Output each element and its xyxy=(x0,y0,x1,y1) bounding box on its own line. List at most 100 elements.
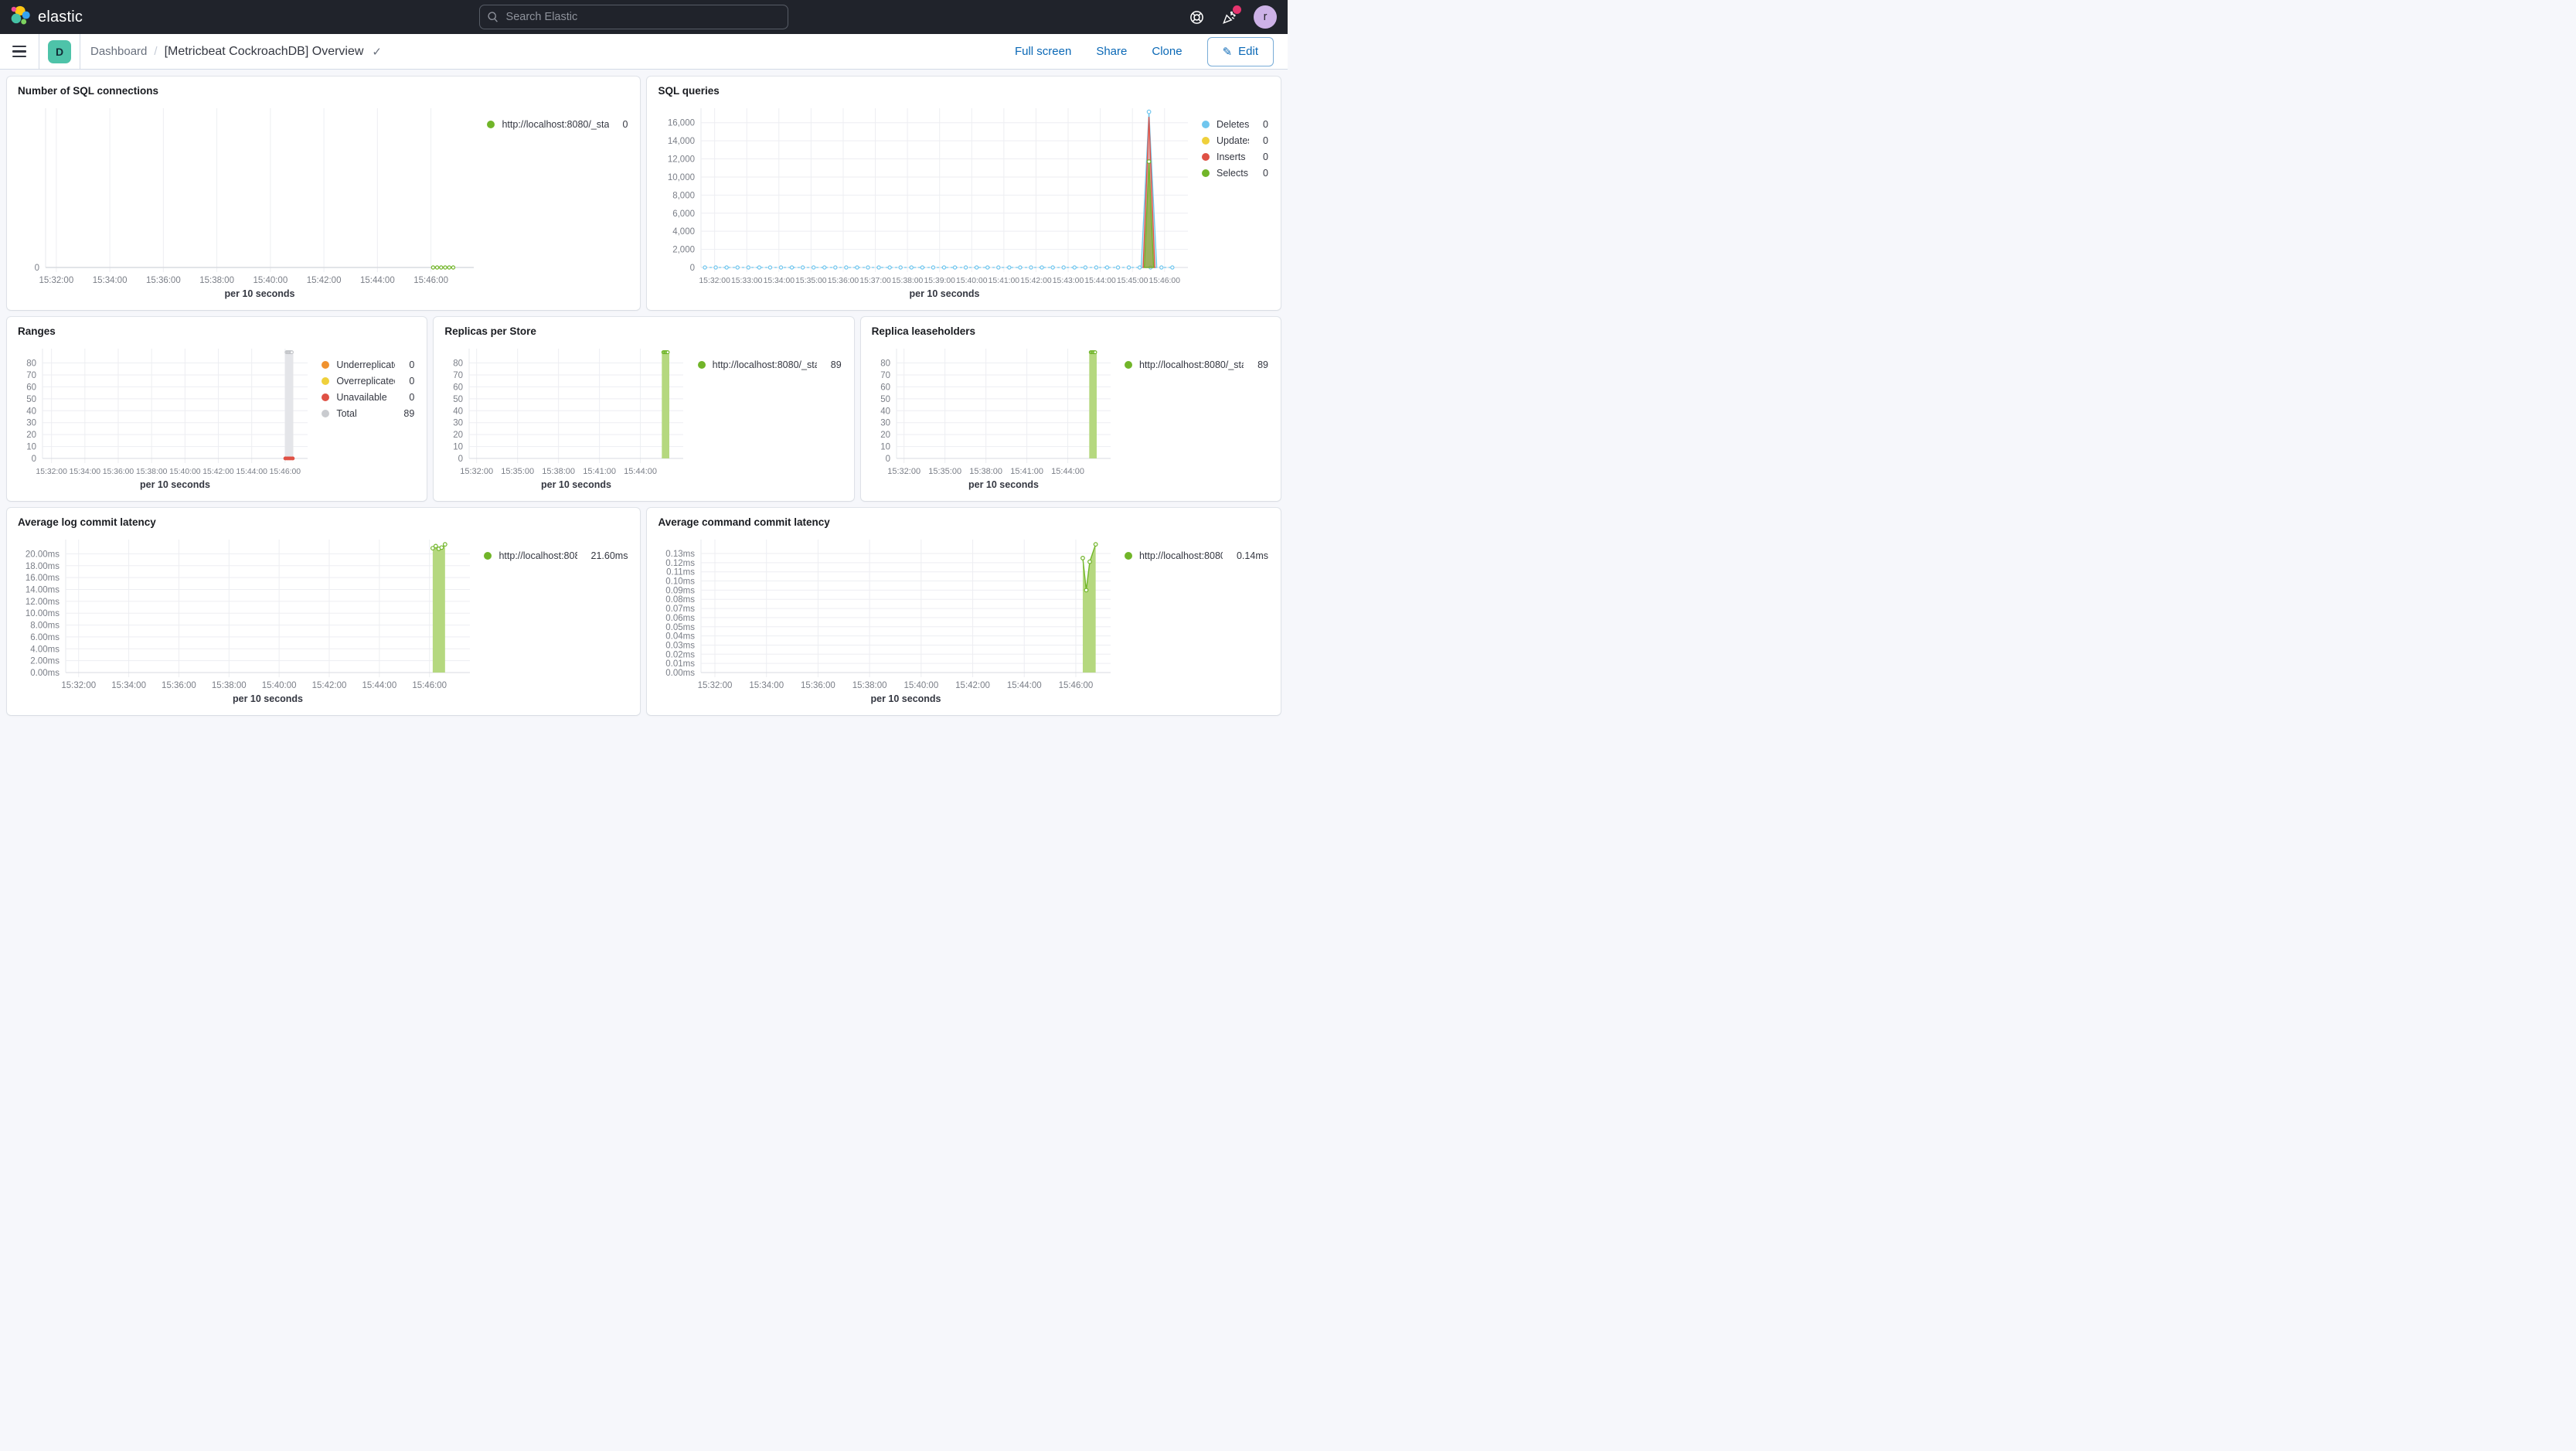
svg-text:40: 40 xyxy=(880,407,890,416)
svg-text:0.02ms: 0.02ms xyxy=(666,650,696,659)
svg-text:6.00ms: 6.00ms xyxy=(30,633,60,642)
legend-dot-icon xyxy=(1201,169,1210,177)
svg-text:0.06ms: 0.06ms xyxy=(666,614,696,623)
legend-item[interactable]: Updates 0 xyxy=(1201,135,1268,146)
svg-text:15:35:00: 15:35:00 xyxy=(928,467,961,476)
svg-text:15:36:00: 15:36:00 xyxy=(103,468,134,476)
check-icon[interactable]: ✓ xyxy=(372,45,382,59)
svg-text:16,000: 16,000 xyxy=(668,119,695,128)
breadcrumb-dashboard-link[interactable]: Dashboard xyxy=(90,45,148,58)
chart-area[interactable]: 0 10 20 30 40 50 60 70 80 15:32:00 15:35:00 15:38:0… xyxy=(872,341,1118,494)
svg-text:15:40:00: 15:40:00 xyxy=(262,681,297,690)
chart-area[interactable]: 0 2,000 4,000 6,000 8,000 10,000 12,000 14,000 1… xyxy=(658,100,1196,303)
legend-value: 0 xyxy=(409,359,415,370)
svg-text:80: 80 xyxy=(880,359,890,369)
svg-text:15:32:00: 15:32:00 xyxy=(36,468,67,476)
user-avatar[interactable]: r xyxy=(1254,5,1277,29)
svg-text:50: 50 xyxy=(880,395,890,404)
svg-text:15:36:00: 15:36:00 xyxy=(146,276,181,285)
svg-text:15:44:00: 15:44:00 xyxy=(1007,681,1042,690)
search-input[interactable] xyxy=(478,5,788,29)
legend-item[interactable]: Inserts 0 xyxy=(1201,152,1268,162)
chart-legend: http://localhost:808... 21.60ms xyxy=(478,532,629,708)
space-badge[interactable]: D xyxy=(48,39,71,63)
svg-text:per 10 seconds: per 10 seconds xyxy=(910,288,980,299)
svg-text:0.03ms: 0.03ms xyxy=(666,641,696,650)
edit-button[interactable]: ✎ Edit xyxy=(1206,36,1274,66)
legend-item[interactable]: http://localhost:8080/_stat... 0 xyxy=(487,119,628,130)
legend-label: http://localhost:8080... xyxy=(1138,550,1223,561)
legend-dot-icon xyxy=(322,377,330,385)
chart-area[interactable]: 0.00ms 2.00ms 4.00ms 6.00ms 8.00ms 10.00ms 12.… xyxy=(18,532,478,708)
legend-item[interactable]: Underreplicated 0 xyxy=(322,359,414,370)
legend-label: Overreplicated xyxy=(336,376,396,387)
legend-item[interactable]: Deletes 0 xyxy=(1201,119,1268,130)
svg-text:16.00ms: 16.00ms xyxy=(26,574,60,583)
svg-text:50: 50 xyxy=(454,395,464,404)
chart-area[interactable]: 0.00ms 0.01ms 0.02ms 0.03ms 0.04ms 0.05ms 0.06… xyxy=(658,532,1118,708)
panel-sql-queries: SQL queries 0 2,000 4,000 6,000 8,000 10,000 1… xyxy=(647,77,1281,310)
svg-text:0: 0 xyxy=(32,455,36,464)
legend-item[interactable]: Overreplicated 0 xyxy=(322,376,414,387)
legend-dot-icon xyxy=(1124,552,1132,560)
svg-text:40: 40 xyxy=(454,407,464,416)
svg-text:20: 20 xyxy=(880,431,890,440)
panel-avg-log-commit-latency: Average log commit latency 0.00ms 2.00ms 4… xyxy=(7,508,641,715)
svg-text:15:40:00: 15:40:00 xyxy=(904,681,939,690)
svg-text:12.00ms: 12.00ms xyxy=(26,598,60,607)
panel-replicas-per-store: Replicas per Store 0 10 20 30 40 50 60 70 80 15:3… xyxy=(434,317,854,501)
chart-area[interactable]: 0 10 20 30 40 50 60 70 80 15:32:00 15:34:00 15:36:0… xyxy=(18,341,315,494)
clone-button[interactable]: Clone xyxy=(1152,45,1183,58)
full-screen-button[interactable]: Full screen xyxy=(1014,45,1072,58)
legend-value: 0 xyxy=(622,119,628,130)
svg-text:0.00ms: 0.00ms xyxy=(666,669,696,678)
legend-label: Underreplicated xyxy=(336,359,395,370)
help-icon[interactable] xyxy=(1189,9,1204,25)
svg-text:15:44:00: 15:44:00 xyxy=(1085,277,1117,285)
legend-item[interactable]: http://localhost:8080... 0.14ms xyxy=(1124,550,1268,561)
svg-text:18.00ms: 18.00ms xyxy=(26,562,60,571)
svg-text:20.00ms: 20.00ms xyxy=(26,550,60,559)
svg-text:15:35:00: 15:35:00 xyxy=(796,277,828,285)
legend-item[interactable]: http://localhost:808... 21.60ms xyxy=(484,550,628,561)
menu-button[interactable] xyxy=(0,34,39,69)
logo-wordmark: elastic xyxy=(38,8,83,26)
svg-text:15:40:00: 15:40:00 xyxy=(957,277,989,285)
svg-text:per 10 seconds: per 10 seconds xyxy=(224,288,294,299)
svg-text:0.08ms: 0.08ms xyxy=(666,595,696,605)
svg-text:15:36:00: 15:36:00 xyxy=(162,681,196,690)
chart-area[interactable]: 0 15:32:00 15:34:00 15:36:00 15:38:00 15:40:0… xyxy=(18,100,481,303)
chart-area[interactable]: 0 10 20 30 40 50 60 70 80 15:32:00 15:35:00 15:38:0… xyxy=(444,341,691,494)
svg-text:15:35:00: 15:35:00 xyxy=(502,467,535,476)
svg-text:15:34:00: 15:34:00 xyxy=(93,276,128,285)
svg-text:15:32:00: 15:32:00 xyxy=(698,681,733,690)
legend-item[interactable]: http://localhost:8080/_sta... 89 xyxy=(697,359,842,370)
legend-item[interactable]: Total 89 xyxy=(322,408,414,419)
panel-title-replica-leaseholders: Replica leaseholders xyxy=(871,325,975,337)
legend-item[interactable]: http://localhost:8080/_sta... 89 xyxy=(1124,359,1268,370)
svg-text:10: 10 xyxy=(454,443,464,452)
svg-text:15:33:00: 15:33:00 xyxy=(731,277,763,285)
svg-text:15:42:00: 15:42:00 xyxy=(202,468,234,476)
svg-text:40: 40 xyxy=(26,407,36,416)
svg-text:15:34:00: 15:34:00 xyxy=(750,681,784,690)
newsfeed-icon[interactable] xyxy=(1221,5,1241,25)
global-header: elastic r xyxy=(0,0,1288,34)
legend-label: Deletes xyxy=(1216,119,1250,130)
svg-text:8,000: 8,000 xyxy=(673,191,696,200)
legend-item[interactable]: Unavailable 0 xyxy=(322,392,414,403)
legend-value: 89 xyxy=(1257,359,1268,370)
svg-text:30: 30 xyxy=(26,419,36,428)
svg-text:30: 30 xyxy=(880,419,890,428)
svg-text:15:38:00: 15:38:00 xyxy=(136,468,168,476)
share-button[interactable]: Share xyxy=(1096,45,1128,58)
legend-item[interactable]: Selects 0 xyxy=(1201,168,1268,179)
svg-text:70: 70 xyxy=(454,371,464,380)
panel-title-replicas-per-store: Replicas per Store xyxy=(444,325,536,337)
global-search[interactable] xyxy=(478,5,788,29)
breadcrumb-separator: / xyxy=(154,45,158,58)
dashboard-grid: Number of SQL connections 0 15:32:00 15:34… xyxy=(0,70,1288,722)
elastic-logo[interactable]: elastic xyxy=(11,5,83,29)
panel-sql-connections: Number of SQL connections 0 15:32:00 15:34… xyxy=(7,77,641,310)
svg-text:15:41:00: 15:41:00 xyxy=(584,467,617,476)
